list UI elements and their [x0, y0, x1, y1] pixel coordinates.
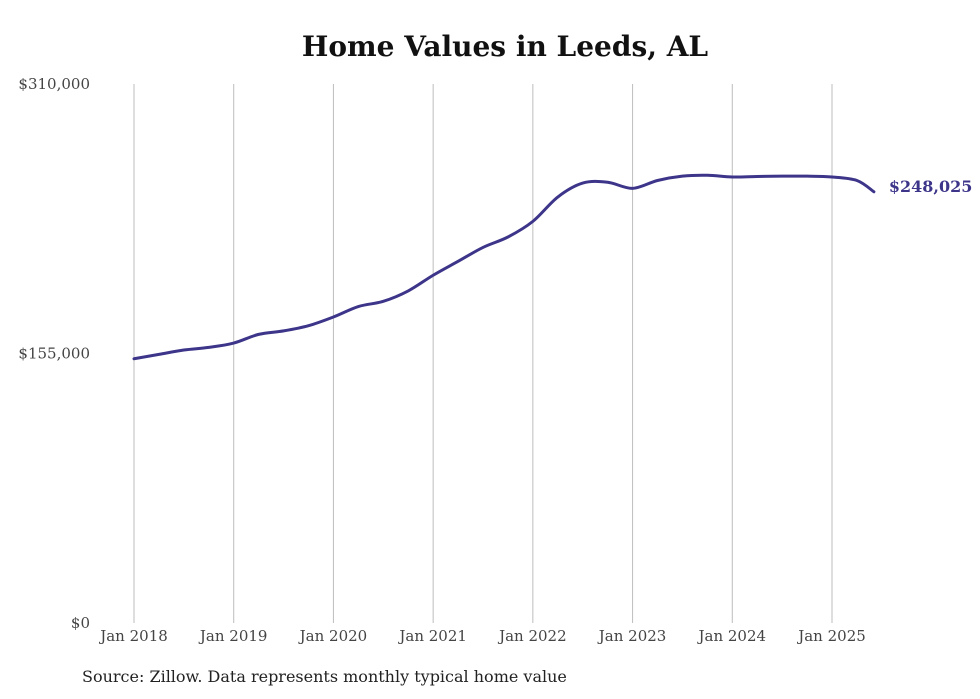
x-tick-label: Jan 2020 — [298, 627, 368, 645]
y-tick-label: $310,000 — [18, 75, 90, 93]
chart-title: Home Values in Leeds, AL — [301, 30, 709, 63]
source-note: Source: Zillow. Data represents monthly … — [82, 667, 567, 686]
x-tick-label: Jan 2019 — [198, 627, 268, 645]
x-tick-label: Jan 2024 — [697, 627, 767, 645]
x-tick-label: Jan 2025 — [796, 627, 866, 645]
x-tick-label: Jan 2018 — [98, 627, 168, 645]
y-tick-label: $0 — [71, 614, 90, 632]
x-tick-label: Jan 2023 — [597, 627, 667, 645]
y-tick-label: $155,000 — [18, 345, 90, 363]
series-line — [132, 173, 876, 361]
x-tick-label: Jan 2021 — [397, 627, 467, 645]
end-value-label: $248,025 — [889, 177, 973, 196]
x-tick-label: Jan 2022 — [497, 627, 567, 645]
